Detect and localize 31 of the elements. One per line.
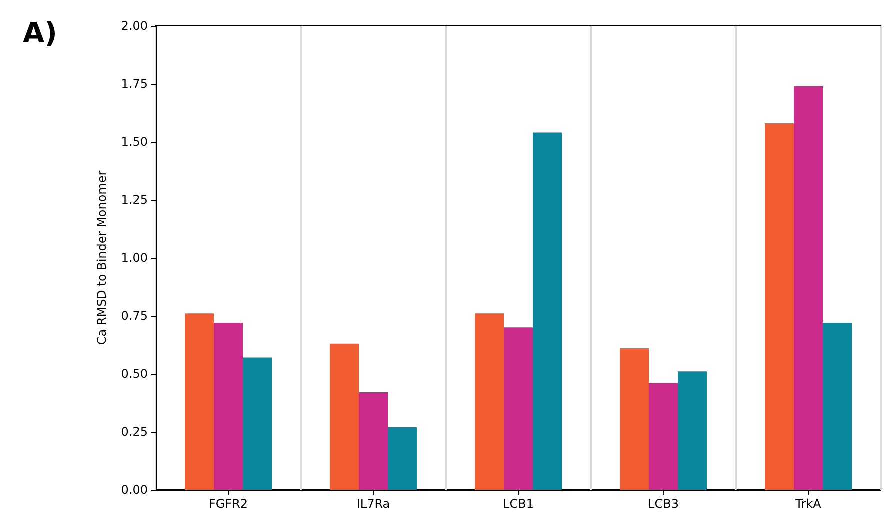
bar xyxy=(214,322,243,490)
bar xyxy=(475,314,504,490)
bar xyxy=(330,344,359,490)
bar xyxy=(359,392,388,490)
bar xyxy=(533,132,562,490)
y-tick-label: 1.75 xyxy=(121,77,148,91)
bar xyxy=(243,358,272,490)
y-tick-label: 0.00 xyxy=(121,483,148,497)
bar xyxy=(504,328,533,490)
bar xyxy=(388,427,417,490)
y-axis-title: Ca RMSD to Binder Monomer xyxy=(95,170,109,346)
x-tick-label: IL7Ra xyxy=(356,497,390,511)
bar xyxy=(794,86,823,490)
y-tick-label: 0.25 xyxy=(121,425,148,439)
bar xyxy=(649,383,678,490)
x-tick-label: LCB3 xyxy=(648,497,679,511)
x-tick-label: FGFR2 xyxy=(208,497,248,511)
x-tick-label: LCB1 xyxy=(503,497,534,511)
bar xyxy=(823,322,852,490)
bar xyxy=(678,372,707,490)
chart-title: A) xyxy=(23,16,58,50)
y-tick-label: 0.50 xyxy=(121,367,148,381)
bar xyxy=(765,123,794,490)
bar xyxy=(620,348,649,490)
x-tick-label: TrkA xyxy=(794,497,822,511)
y-tick-label: 1.50 xyxy=(121,135,148,149)
y-tick-label: 0.75 xyxy=(121,309,148,323)
y-tick-label: 2.00 xyxy=(121,19,148,33)
bar xyxy=(185,314,214,490)
y-tick-label: 1.00 xyxy=(121,251,148,265)
y-tick-label: 1.25 xyxy=(121,193,148,207)
